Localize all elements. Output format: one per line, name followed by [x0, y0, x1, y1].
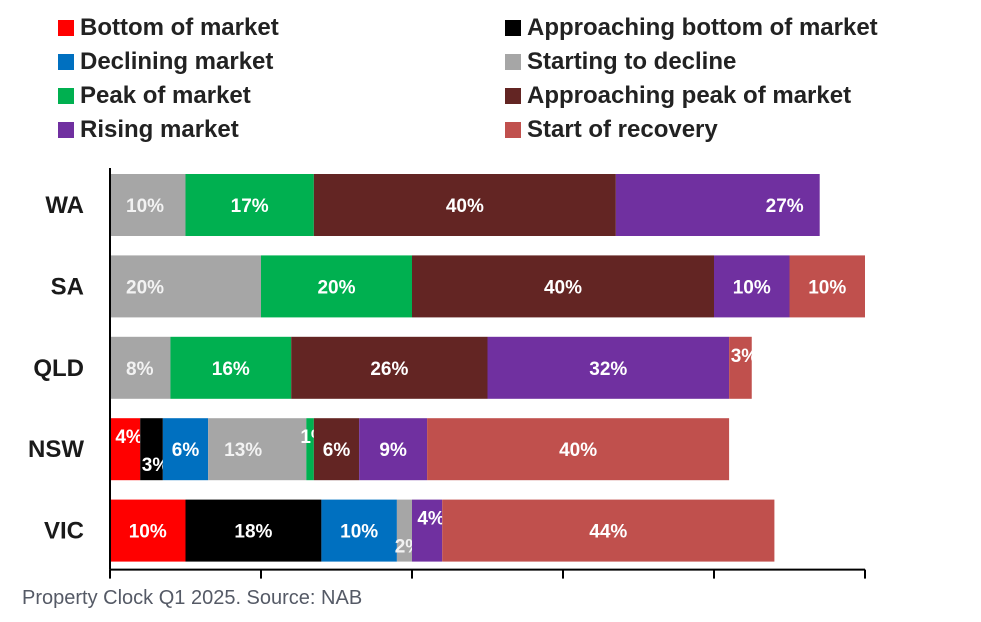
bar-segment-vic-declining-market — [321, 499, 397, 562]
bar-label-vic-start-of-recovery: 44% — [589, 522, 627, 543]
category-label-nsw: NSW — [28, 436, 84, 463]
bar-label-nsw-bottom-of-market: 4% — [115, 427, 143, 448]
legend-label-approaching-peak-of-market: Approaching peak of market — [527, 82, 851, 109]
bar-segment-nsw-declining-market — [162, 418, 209, 481]
bar-segment-nsw-peak-of-market — [306, 418, 314, 481]
legend-swatch-approaching-bottom-of-market — [505, 20, 521, 36]
bar-segment-nsw-approaching-bottom-of-market — [140, 418, 163, 481]
bar-label-wa-rising-market: 27% — [766, 196, 804, 217]
bar-segment-sa-approaching-peak-of-market — [412, 255, 714, 318]
category-label-sa: SA — [51, 273, 84, 300]
bar-segment-nsw-start-of-recovery — [427, 418, 730, 481]
bar-label-nsw-declining-market: 6% — [172, 440, 200, 461]
legend-label-peak-of-market: Peak of market — [80, 82, 251, 109]
bar-segment-qld-start-of-recovery — [729, 336, 752, 399]
bar-label-wa-approaching-peak-of-market: 40% — [446, 196, 484, 217]
bar-label-nsw-approaching-peak-of-market: 6% — [323, 440, 351, 461]
legend-label-declining-market: Declining market — [80, 48, 273, 75]
bar-segment-nsw-starting-to-decline — [208, 418, 307, 481]
bar-segment-vic-rising-market — [412, 499, 443, 562]
bar-label-qld-rising-market: 32% — [589, 359, 627, 380]
bar-segment-vic-start-of-recovery — [442, 499, 775, 562]
bar-label-qld-peak-of-market: 16% — [212, 359, 250, 380]
legend-swatch-bottom-of-market — [58, 20, 74, 36]
bar-label-sa-rising-market: 10% — [733, 277, 771, 298]
legend: Bottom of market Approaching bottom of ma… — [58, 14, 878, 143]
category-label-wa: WA — [45, 192, 84, 219]
bar-segment-nsw-bottom-of-market — [110, 418, 141, 481]
bar-label-wa-starting-to-decline: 10% — [126, 196, 164, 217]
bar-label-nsw-rising-market: 9% — [379, 440, 407, 461]
figure-caption: Property Clock Q1 2025. Source: NAB — [22, 587, 363, 609]
legend-swatch-starting-to-decline — [505, 54, 521, 70]
bar-label-sa-approaching-peak-of-market: 40% — [544, 277, 582, 298]
bars: 10% 17% 40% 27% 20% 20% 40% 10% 10% 8% 16% 26% 32% 3%… — [110, 174, 865, 562]
legend-swatch-approaching-peak-of-market — [505, 88, 521, 104]
bar-label-vic-bottom-of-market: 10% — [129, 522, 167, 543]
bar-label-wa-peak-of-market: 17% — [231, 196, 269, 217]
bar-segment-wa-approaching-peak-of-market — [313, 174, 616, 236]
legend-swatch-peak-of-market — [58, 88, 74, 104]
legend-label-rising-market: Rising market — [80, 116, 239, 143]
bar-segment-vic-approaching-bottom-of-market — [185, 499, 322, 562]
bar-label-vic-approaching-bottom-of-market: 18% — [234, 522, 272, 543]
bar-label-vic-declining-market: 10% — [340, 522, 378, 543]
legend-label-start-of-recovery: Start of recovery — [527, 116, 718, 143]
bar-label-vic-rising-market: 4% — [417, 509, 445, 530]
legend-swatch-declining-market — [58, 54, 74, 70]
bar-label-qld-starting-to-decline: 8% — [126, 359, 154, 380]
bar-label-nsw-approaching-bottom-of-market: 3% — [142, 455, 170, 476]
legend-swatch-rising-market — [58, 122, 74, 138]
bar-label-sa-peak-of-market: 20% — [317, 277, 355, 298]
bar-label-sa-start-of-recovery: 10% — [808, 277, 846, 298]
bar-segment-sa-start-of-recovery — [789, 255, 865, 318]
bar-segment-qld-rising-market — [487, 336, 730, 399]
bar-segment-wa-rising-market — [615, 174, 820, 236]
bar-label-nsw-starting-to-decline: 13% — [224, 440, 262, 461]
legend-label-bottom-of-market: Bottom of market — [80, 14, 279, 41]
bar-segment-wa-peak-of-market — [185, 174, 314, 236]
legend-swatch-start-of-recovery — [505, 122, 521, 138]
bar-label-qld-start-of-recovery: 3% — [731, 346, 759, 367]
bar-segment-sa-rising-market — [714, 255, 790, 318]
category-label-vic: VIC — [44, 518, 84, 545]
bar-label-sa-starting-to-decline: 20% — [126, 277, 164, 298]
bar-segment-nsw-rising-market — [359, 418, 428, 481]
legend-label-approaching-bottom-of-market: Approaching bottom of market — [527, 14, 878, 41]
bar-segment-vic-starting-to-decline — [396, 499, 412, 562]
category-label-qld: QLD — [33, 355, 84, 382]
legend-label-starting-to-decline: Starting to decline — [527, 48, 736, 75]
bar-segment-qld-approaching-peak-of-market — [291, 336, 488, 399]
bar-label-qld-approaching-peak-of-market: 26% — [370, 359, 408, 380]
bar-segment-qld-starting-to-decline — [110, 336, 171, 399]
x-axis — [109, 168, 866, 579]
bar-segment-vic-bottom-of-market — [110, 499, 186, 562]
bar-segment-qld-peak-of-market — [170, 336, 292, 399]
bar-segment-sa-starting-to-decline — [110, 255, 261, 318]
bar-segment-nsw-approaching-peak-of-market — [313, 418, 360, 481]
bar-segment-wa-starting-to-decline — [110, 174, 186, 236]
category-labels: WA SA QLD NSW VIC — [28, 192, 84, 545]
bar-label-nsw-start-of-recovery: 40% — [559, 440, 597, 461]
bar-segment-sa-peak-of-market — [261, 255, 412, 318]
